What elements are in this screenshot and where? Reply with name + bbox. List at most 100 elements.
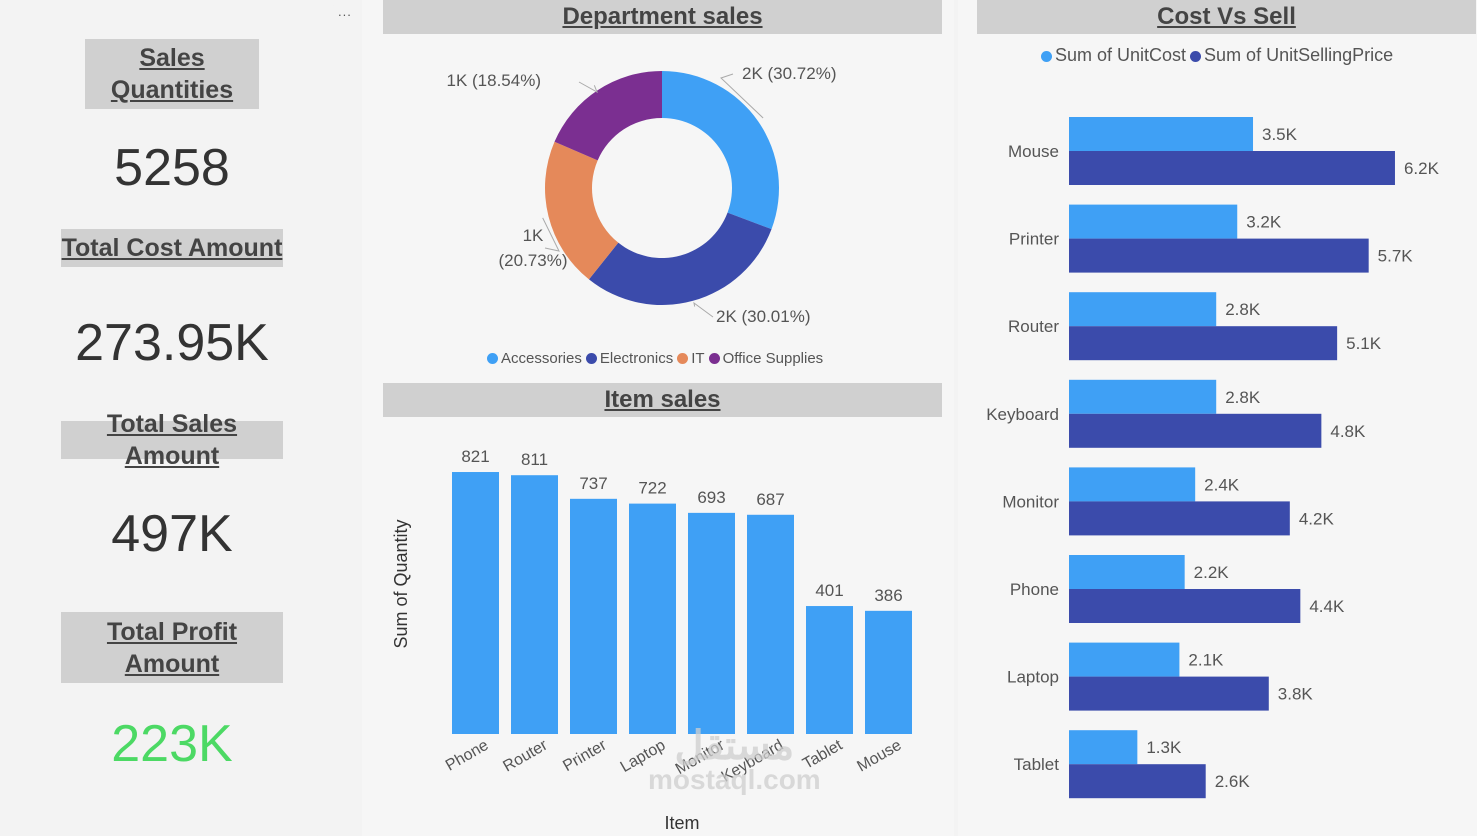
item-x-axis-label: Item	[664, 813, 699, 833]
donut-data-label: 2K (30.72%)	[742, 64, 837, 83]
cvs-bar-value: 3.8K	[1278, 685, 1314, 704]
item-bar-printer	[570, 498, 617, 734]
department-legend: Accessories Electronics IT Office Supplies	[487, 350, 827, 367]
cvs-bar-printer-sell	[1069, 238, 1369, 273]
donut-data-label: 1K (18.54%)	[447, 71, 542, 90]
cvs-bar-monitor-cost	[1069, 467, 1196, 502]
item-bar-value: 386	[874, 586, 902, 605]
department-sales-title: Department sales	[383, 0, 942, 34]
cvs-bar-phone-cost	[1069, 555, 1185, 589]
legend-dot	[585, 353, 597, 364]
cvs-bar-keyboard-cost	[1069, 379, 1217, 414]
legend-dot	[487, 353, 498, 364]
cvs-category-label: Tablet	[1014, 755, 1060, 774]
cvs-category-label: Phone	[1010, 580, 1059, 599]
cvs-bar-value: 4.8K	[1330, 422, 1366, 441]
donut-leader-line	[693, 301, 714, 318]
item-tick-label: Router	[500, 736, 551, 775]
cvs-bar-value: 4.4K	[1309, 597, 1345, 616]
item-sales-title: Item sales	[383, 383, 942, 417]
cvs-bar-router-sell	[1069, 326, 1338, 361]
cvs-category-label: Laptop	[1007, 668, 1059, 687]
item-tick-label: Mouse	[854, 737, 904, 776]
legend-dot	[677, 353, 689, 364]
donut-leader-line	[578, 81, 598, 94]
cvs-bar-value: 3.5K	[1262, 125, 1298, 144]
cvs-bar-laptop-sell	[1069, 676, 1269, 711]
legend-label: Accessories	[501, 350, 582, 367]
cvs-bar-value: 6.2K	[1404, 159, 1440, 178]
cvs-category-label: Printer	[1009, 230, 1059, 249]
donut-slice-accessories	[662, 71, 779, 230]
cvs-bar-router-cost	[1069, 292, 1217, 327]
total-cost-value: 273.95K	[75, 314, 269, 372]
item-bar-mouse	[865, 610, 912, 734]
cvs-bar-phone-sell	[1069, 589, 1301, 623]
cost-vs-sell-title: Cost Vs Sell	[977, 0, 1476, 34]
cvs-bar-value: 2.8K	[1225, 300, 1261, 319]
watermark-arabic: مستقل	[674, 724, 795, 768]
more-options-icon[interactable]: ...	[338, 4, 352, 19]
watermark: مستقل mostaql.com	[648, 724, 821, 796]
item-bar-monitor	[688, 512, 735, 734]
donut-slice-office-supplies	[554, 71, 662, 161]
cvs-bar-printer-cost	[1069, 204, 1238, 239]
legend-label: Sum of UnitSellingPrice	[1204, 45, 1394, 65]
item-bar-value: 401	[815, 581, 843, 600]
item-bar-laptop	[629, 503, 676, 734]
donut-slice-electronics	[588, 212, 772, 306]
donut-data-label: 1K (20.73%)	[499, 226, 568, 270]
item-bar-value: 693	[697, 488, 725, 507]
cvs-bar-value: 5.7K	[1378, 247, 1414, 266]
donut-leader-line	[542, 217, 560, 252]
legend-item-unit-cost[interactable]: Sum of UnitCost	[1041, 45, 1186, 65]
legend-dot	[1190, 51, 1202, 62]
cvs-bar-laptop-cost	[1069, 642, 1180, 677]
cvs-bar-value: 3.2K	[1246, 213, 1282, 232]
legend-item-electronics[interactable]: Electronics	[585, 350, 674, 367]
cvs-category-label: Mouse	[1008, 142, 1059, 161]
sales-quantities-title: Sales Quantities	[85, 39, 259, 109]
item-bar-value: 821	[461, 447, 489, 466]
donut-data-label: 2K (30.01%)	[716, 307, 811, 326]
item-bar-value: 737	[579, 474, 607, 493]
legend-item-office-supplies[interactable]: Office Supplies	[708, 350, 823, 367]
cvs-bar-mouse-sell	[1069, 151, 1395, 185]
total-sales-value: 497K	[111, 505, 233, 563]
cvs-bar-value: 1.3K	[1146, 738, 1182, 757]
item-tick-label: Phone	[443, 737, 492, 775]
department-sales-donut-chart: 2K (30.72%) 2K (30.01%) 1K (20.73%) 1K (18.5…	[447, 64, 837, 326]
legend-dot	[1041, 51, 1052, 62]
legend-label: Electronics	[599, 350, 674, 367]
legend-item-unit-selling-price[interactable]: Sum of UnitSellingPrice	[1190, 45, 1393, 65]
total-profit-value: 223K	[111, 715, 233, 773]
cost-vs-sell-bar-chart: Mouse 3.5K 6.2K Printer 3.2K 5.7K Router 2.8K 5.…	[986, 117, 1440, 799]
cvs-bar-tablet-sell	[1069, 764, 1206, 799]
item-y-axis-label: Sum of Quantity	[391, 519, 411, 648]
cost-vs-sell-legend: Sum of UnitCost Sum of UnitSellingPrice	[1041, 45, 1397, 66]
total-profit-title: Total Profit Amount	[61, 612, 283, 683]
cvs-bar-value: 4.2K	[1299, 509, 1335, 528]
cvs-bar-keyboard-sell	[1069, 413, 1322, 448]
item-bar-phone	[452, 472, 499, 734]
item-tick-label: Printer	[560, 736, 610, 775]
cvs-bar-mouse-cost	[1069, 117, 1254, 151]
item-sales-bar-chart: 821Phone811Router737Printer722Laptop693M…	[391, 447, 912, 833]
cvs-bar-value: 2.8K	[1225, 388, 1261, 407]
cvs-category-label: Router	[1008, 317, 1059, 336]
legend-label: Sum of UnitCost	[1055, 45, 1187, 65]
cvs-bar-value: 2.2K	[1194, 563, 1230, 582]
item-bar-router	[511, 475, 558, 734]
item-bar-value: 687	[756, 490, 784, 509]
total-sales-title: Total Sales Amount	[61, 410, 283, 470]
cvs-bar-monitor-sell	[1069, 501, 1290, 536]
cvs-bar-tablet-cost	[1069, 730, 1138, 765]
item-bar-tablet	[806, 606, 853, 734]
legend-item-it[interactable]: IT	[677, 350, 705, 367]
item-bar-value: 722	[638, 479, 666, 498]
watermark-latin: mostaql.com	[648, 764, 821, 795]
legend-label: IT	[691, 350, 705, 367]
sales-quantities-value: 5258	[114, 139, 230, 197]
legend-dot	[708, 353, 720, 364]
legend-item-accessories[interactable]: Accessories	[487, 350, 582, 367]
